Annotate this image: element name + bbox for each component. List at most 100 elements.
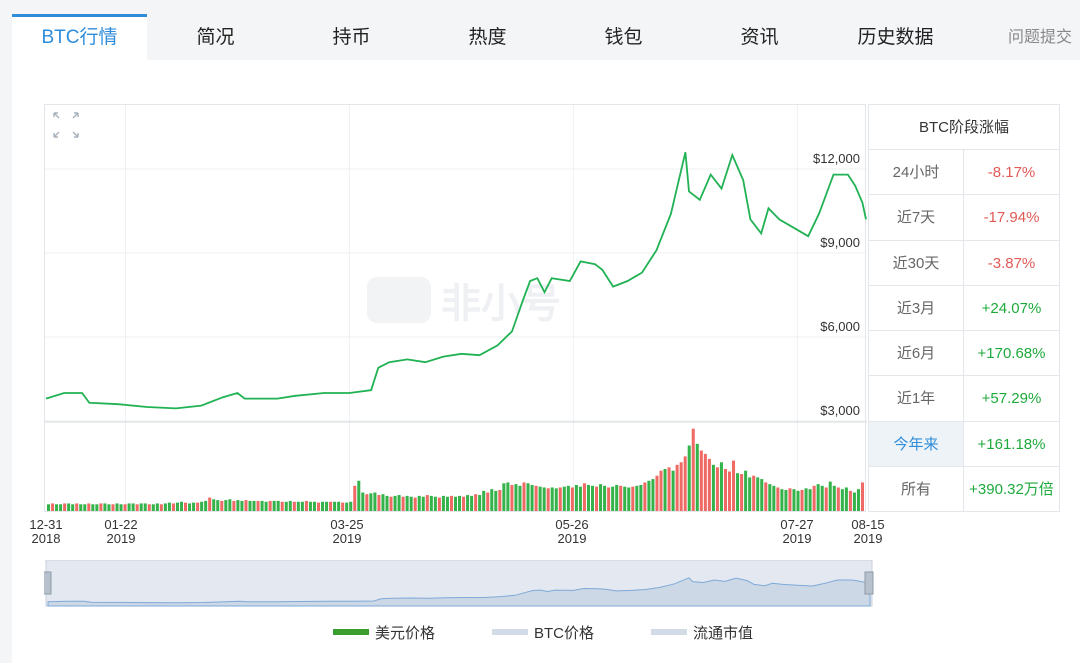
volume-bar [228,499,232,511]
volume-bar [111,504,115,511]
volume-bar [337,501,341,511]
volume-bar [498,490,502,511]
tab-5[interactable]: 钱包 [604,27,643,48]
volume-bar [135,504,139,511]
legend-swatch [492,629,528,635]
x-axis-labels: 12-31 2018 01-22 2019 03-25 2019 05-26 2019 07-2… [0,518,1080,552]
volume-bar [196,502,200,511]
volume-bar [123,504,127,511]
tab-3[interactable]: 持币 [332,27,371,48]
x-tick-year: 2019 [557,531,587,546]
volume-bar [643,482,647,511]
tab-6[interactable]: 资讯 [740,27,779,48]
volume-bar [848,490,852,511]
stats-period-label: 今年来 [869,421,964,467]
volume-bar [325,501,329,511]
volume-bar [405,495,409,511]
tab-1[interactable]: BTC行情 [12,14,147,60]
volume-bar [71,504,75,511]
volume-bar [139,503,143,511]
stats-table: BTC阶段涨幅 24小时 -8.17% 近7天 -17.94% 近30天 -3.87% 近3… [868,104,1060,513]
stats-change-value: +170.68% [977,345,1046,363]
volume-bar [599,484,603,511]
x-tick-date: 05-26 [555,517,589,532]
legend-item[interactable]: 流通市值 [651,622,753,642]
volume-bar [75,503,79,511]
volume-bar [276,500,280,511]
volume-bar [115,503,119,511]
volume-bar [171,503,175,511]
volume-bar [63,503,67,511]
volume-bar [59,504,63,511]
volume-bar [590,485,595,511]
volume-bar [530,484,534,511]
volume-bar [212,499,216,511]
volume-bar [188,503,192,511]
volume-bar [127,503,131,511]
volume-bar [167,502,171,511]
volume-bar [316,502,321,511]
price-chart: 非小号 $12,000 $9,000 $6,000 $3,000 [44,104,867,512]
volume-bar [756,477,760,511]
volume-bar [611,486,615,511]
volume-bar [288,500,292,511]
tab-2[interactable]: 简况 [196,27,235,48]
volume-bar [373,492,377,511]
stats-period-label: 近3月 [869,285,964,331]
stats-row: 24小时 -8.17% [869,150,1059,196]
volume-bar [224,500,228,511]
expand-icon[interactable] [53,112,79,138]
volume-bar [393,495,397,511]
volume-bar [526,483,530,511]
volume-bar [333,501,337,511]
tab-bar: BTC行情 简况 持币 热度 钱包 资讯 历史数据 问题提交 [0,0,1080,60]
tab-8[interactable]: 问题提交 [1007,29,1072,46]
navigator-left-handle[interactable] [44,571,52,595]
volume-bar [623,486,627,511]
volume-bar [184,502,188,511]
volume-bar [635,485,639,511]
volume-bar [385,495,389,511]
volume-bar [175,502,179,511]
volume-bar [595,486,599,511]
volume-bar [441,495,445,511]
volume-bar [490,489,494,511]
volume-bar [627,487,631,511]
volume-bar [574,484,578,511]
stats-change-value: +24.07% [981,299,1042,317]
legend-item[interactable]: 美元价格 [333,622,435,642]
volume-bar [341,502,345,511]
volume-bar [727,471,732,511]
navigator-right-handle[interactable] [864,571,874,595]
volume-bar [748,477,752,511]
volume-bar [663,469,667,511]
x-tick-date: 03-25 [330,517,364,532]
legend-item[interactable]: BTC价格 [492,622,594,642]
stats-period-label: 近30天 [869,240,964,285]
volume-bar [397,495,401,511]
volume-bar [252,500,256,511]
volume-bar [679,462,683,511]
volume-bar [542,487,546,511]
x-tick-year: 2019 [853,531,883,546]
x-tick-year: 2019 [106,531,136,546]
volume-bar [603,485,607,511]
stats-period-label: 近7天 [869,195,964,240]
stats-period-label: 24小时 [869,150,964,195]
volume-bar [272,500,276,511]
volume-bar [844,487,848,511]
volume-bar [425,495,429,511]
volume-bar [518,485,522,511]
volume-bar [558,487,562,511]
volume-bar [280,501,284,511]
volume-bar [429,495,433,511]
legend-swatch [333,629,369,635]
tab-4[interactable]: 热度 [468,27,507,48]
stats-change-value: -8.17% [987,164,1036,181]
volume-bar [719,462,723,511]
stats-change-value: +57.29% [981,390,1042,408]
volume-bar [772,485,776,511]
range-navigator[interactable] [44,560,874,610]
tab-7[interactable]: 历史数据 [857,27,934,48]
volume-bar [417,495,421,511]
